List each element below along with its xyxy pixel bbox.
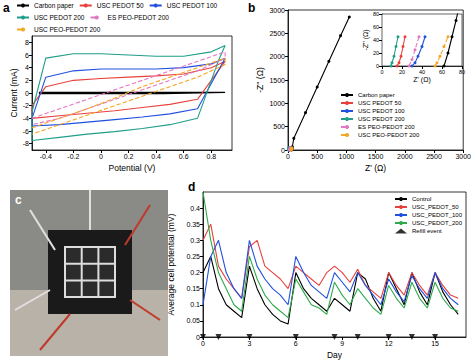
svg-text:0: 0 <box>281 147 285 154</box>
svg-text:80: 80 <box>373 11 379 17</box>
svg-text:USC PEDOT 200: USC PEDOT 200 <box>34 14 85 21</box>
svg-text:USC PEDOT 200: USC PEDOT 200 <box>358 116 405 122</box>
svg-text:20: 20 <box>373 50 379 56</box>
svg-text:6: 6 <box>25 52 29 59</box>
svg-text:0: 0 <box>99 153 103 160</box>
svg-text:0.1: 0.1 <box>190 301 200 308</box>
svg-text:2000: 2000 <box>397 153 413 160</box>
svg-text:-2: -2 <box>23 102 29 109</box>
svg-text:60: 60 <box>439 69 445 75</box>
svg-text:0.05: 0.05 <box>186 317 200 324</box>
svg-text:0.4: 0.4 <box>151 153 161 160</box>
svg-text:9: 9 <box>340 340 344 347</box>
svg-text:Control: Control <box>412 196 431 202</box>
svg-text:2: 2 <box>25 77 29 84</box>
svg-text:ES PEO-PEDOT 200: ES PEO-PEDOT 200 <box>358 124 415 130</box>
svg-text:Carbon paper: Carbon paper <box>34 2 75 10</box>
svg-text:-0.2: -0.2 <box>67 153 79 160</box>
svg-text:Potential (V): Potential (V) <box>109 163 156 173</box>
svg-text:0.2: 0.2 <box>124 153 134 160</box>
svg-text:0: 0 <box>25 90 29 97</box>
svg-text:USC PEDOT 100: USC PEDOT 100 <box>167 2 218 9</box>
svg-text:-8: -8 <box>23 140 29 147</box>
svg-text:USC PEDOT 50: USC PEDOT 50 <box>97 2 144 9</box>
svg-text:1500: 1500 <box>368 153 384 160</box>
svg-text:Day: Day <box>327 350 343 360</box>
svg-text:500: 500 <box>273 123 285 130</box>
svg-text:4: 4 <box>25 64 29 71</box>
svg-text:a: a <box>3 1 10 15</box>
svg-text:0.2: 0.2 <box>190 269 200 276</box>
svg-text:-4: -4 <box>23 115 29 122</box>
svg-text:0.15: 0.15 <box>186 285 200 292</box>
svg-text:40: 40 <box>373 37 379 43</box>
svg-text:80: 80 <box>459 69 465 75</box>
svg-text:USC PEDOT 100: USC PEDOT 100 <box>358 108 405 114</box>
svg-text:40: 40 <box>419 69 425 75</box>
svg-text:60: 60 <box>373 24 379 30</box>
svg-text:3000: 3000 <box>269 7 285 14</box>
svg-text:500: 500 <box>311 153 323 160</box>
svg-text:USC PEO-PEDOT 200: USC PEO-PEDOT 200 <box>34 26 101 33</box>
svg-text:3000: 3000 <box>455 153 471 160</box>
svg-text:12: 12 <box>385 340 393 347</box>
svg-text:15: 15 <box>431 340 439 347</box>
svg-text:0: 0 <box>380 69 383 75</box>
svg-text:USC_PEDOT_100: USC_PEDOT_100 <box>412 212 463 218</box>
svg-text:0.8: 0.8 <box>206 153 216 160</box>
svg-text:d: d <box>188 180 195 194</box>
svg-text:2500: 2500 <box>269 30 285 37</box>
svg-text:ES PEO-PEDOT 200: ES PEO-PEDOT 200 <box>108 14 170 21</box>
svg-text:-6: -6 <box>23 128 29 135</box>
svg-text:Average cell potential (mV): Average cell potential (mV) <box>166 213 176 316</box>
svg-text:6: 6 <box>294 340 298 347</box>
svg-text:0.4: 0.4 <box>190 205 200 212</box>
svg-text:b: b <box>248 1 255 15</box>
svg-text:Z' (Ω): Z' (Ω) <box>413 76 430 84</box>
svg-text:USC_PEDOT_200: USC_PEDOT_200 <box>412 220 463 226</box>
svg-text:0: 0 <box>201 340 205 347</box>
svg-text:-0.4: -0.4 <box>40 153 52 160</box>
svg-text:USC PEDOT 50: USC PEDOT 50 <box>358 100 402 106</box>
svg-text:Current (mA): Current (mA) <box>9 68 19 117</box>
svg-text:Z' (Ω): Z' (Ω) <box>365 163 386 173</box>
svg-text:1500: 1500 <box>269 77 285 84</box>
svg-text:0: 0 <box>376 63 379 69</box>
svg-text:2500: 2500 <box>426 153 442 160</box>
svg-text:c: c <box>15 193 22 207</box>
svg-text:2000: 2000 <box>269 53 285 60</box>
svg-text:0.35: 0.35 <box>186 221 200 228</box>
svg-text:0.6: 0.6 <box>179 153 189 160</box>
svg-text:8: 8 <box>25 39 29 46</box>
svg-text:-Z'' (Ω): -Z'' (Ω) <box>255 67 265 93</box>
svg-text:0: 0 <box>196 334 200 341</box>
svg-text:-Z'' (Ω): -Z'' (Ω) <box>362 29 370 50</box>
svg-text:Carbon paper: Carbon paper <box>358 92 395 98</box>
svg-text:0: 0 <box>286 153 290 160</box>
svg-text:Refill event: Refill event <box>412 228 442 234</box>
svg-text:3: 3 <box>247 340 251 347</box>
svg-text:20: 20 <box>399 69 405 75</box>
svg-text:0.25: 0.25 <box>186 253 200 260</box>
svg-text:1000: 1000 <box>339 153 355 160</box>
svg-text:USC PEO-PEDOT 200: USC PEO-PEDOT 200 <box>358 132 420 138</box>
svg-text:USC_PEDOT_50: USC_PEDOT_50 <box>412 204 459 210</box>
svg-text:0.3: 0.3 <box>190 237 200 244</box>
svg-text:1000: 1000 <box>269 100 285 107</box>
